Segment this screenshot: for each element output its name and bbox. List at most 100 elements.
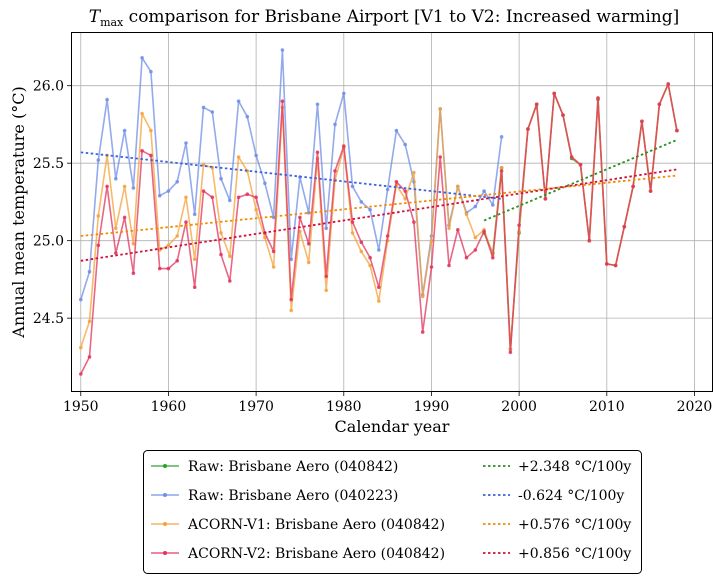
data-point xyxy=(377,299,381,303)
data-point xyxy=(79,372,83,376)
data-point xyxy=(552,91,556,96)
data-point xyxy=(157,193,162,198)
data-point xyxy=(342,144,346,148)
data-point xyxy=(324,226,329,231)
data-point xyxy=(289,308,294,313)
data-point xyxy=(517,223,521,227)
data-point xyxy=(298,215,302,220)
series-4 xyxy=(79,82,679,376)
data-point xyxy=(96,243,101,248)
data-point xyxy=(228,254,232,258)
series-1 xyxy=(482,82,679,352)
data-point xyxy=(140,149,144,153)
data-point xyxy=(359,200,364,204)
data-point xyxy=(105,184,109,189)
data-point xyxy=(324,288,329,293)
title-subscript: max xyxy=(100,16,124,29)
data-point xyxy=(666,82,670,86)
data-point xyxy=(587,238,592,243)
data-point xyxy=(184,195,188,200)
data-point xyxy=(166,189,171,193)
data-point xyxy=(350,184,355,189)
data-point xyxy=(613,263,618,268)
data-point xyxy=(438,107,443,111)
series-layer xyxy=(79,48,679,376)
x-axis-ticks: 1950 1960 1970 1980 1990 2000 2010 2020 xyxy=(63,391,712,415)
y-tick-label: 26.0 xyxy=(33,79,64,95)
data-point xyxy=(464,255,469,260)
data-point xyxy=(306,211,311,215)
data-point xyxy=(192,285,197,290)
data-point xyxy=(263,181,267,186)
data-point xyxy=(140,111,144,116)
y-tick-label: 25.0 xyxy=(33,234,64,250)
x-tick-label: 1960 xyxy=(151,399,187,415)
data-point xyxy=(219,252,223,257)
legend-point-marker xyxy=(163,551,167,555)
title-symbol: T xyxy=(89,7,102,27)
data-point xyxy=(368,263,372,268)
data-point xyxy=(350,220,355,224)
trend-line-1 xyxy=(483,139,678,222)
legend-trend-label: +0.856 °C/100y xyxy=(518,546,631,562)
legend-entries: Raw: Brisbane Aero (040842) Raw: Brisbane… xyxy=(151,459,631,562)
title-text: comparison for Brisbane Airport [V1 to V… xyxy=(123,7,679,27)
data-point xyxy=(236,195,241,200)
data-point xyxy=(228,279,232,283)
legend-point-marker xyxy=(163,464,167,468)
data-point xyxy=(201,162,206,167)
data-point xyxy=(508,350,513,355)
data-point xyxy=(236,99,241,103)
data-point xyxy=(359,249,364,254)
data-point xyxy=(342,91,346,96)
data-point xyxy=(333,169,337,173)
data-point xyxy=(377,248,381,252)
data-point xyxy=(280,48,285,52)
data-point xyxy=(271,249,276,254)
x-tick-label: 2000 xyxy=(501,399,537,415)
data-point xyxy=(526,127,530,131)
data-point xyxy=(236,155,241,159)
trend-line-2 xyxy=(80,151,502,200)
data-point xyxy=(289,257,294,262)
data-point xyxy=(622,224,627,229)
data-point xyxy=(359,240,364,244)
data-point xyxy=(96,158,101,162)
data-point xyxy=(350,231,355,235)
data-point xyxy=(114,251,118,255)
data-point xyxy=(149,153,153,158)
data-point xyxy=(192,257,197,262)
data-point xyxy=(210,110,215,114)
data-point xyxy=(473,235,478,240)
x-axis-label: Calendar year xyxy=(335,417,450,436)
y-tick-label: 24.5 xyxy=(33,311,64,327)
y-axis-label: Annual mean temperature (°C) xyxy=(9,86,28,338)
x-tick-label: 1980 xyxy=(326,399,362,415)
data-point xyxy=(192,212,197,217)
data-point xyxy=(157,266,162,271)
series-3 xyxy=(79,82,679,352)
data-point xyxy=(201,189,206,193)
data-point xyxy=(131,271,136,276)
data-point xyxy=(420,330,425,334)
data-point xyxy=(254,195,258,200)
data-point xyxy=(491,203,495,207)
data-point xyxy=(403,189,408,193)
series-line xyxy=(80,83,678,351)
data-point xyxy=(499,135,504,139)
data-point xyxy=(140,56,144,60)
data-point xyxy=(87,319,92,324)
data-point xyxy=(543,197,548,201)
legend-label: ACORN-V2: Brisbane Aero (040842) xyxy=(187,546,445,562)
series-line xyxy=(80,83,678,375)
data-point xyxy=(149,69,153,74)
data-point xyxy=(184,220,188,224)
data-point xyxy=(491,255,495,260)
x-tick-label: 2020 xyxy=(677,399,713,415)
data-point xyxy=(315,150,320,155)
data-point xyxy=(254,207,258,212)
legend-trend-label: +2.348 °C/100y xyxy=(518,459,631,475)
legend-trend-label: +0.576 °C/100y xyxy=(518,517,631,533)
y-axis-ticks: 24.5 25.0 25.5 26.0 xyxy=(33,79,72,327)
